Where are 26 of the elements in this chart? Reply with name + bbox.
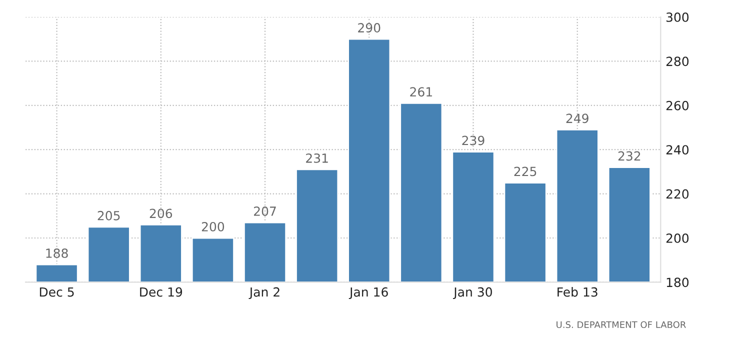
y-tick-label: 260 xyxy=(666,100,689,110)
x-tick-label: Jan 2 xyxy=(248,287,280,300)
data-label: 231 xyxy=(306,153,328,163)
y-tick-label: 180 xyxy=(666,278,689,288)
text: U.S. DEPARTMENT OF LABOR xyxy=(556,321,686,328)
data-label: 225 xyxy=(514,166,536,176)
x-tick-label: Jan 30 xyxy=(453,287,492,300)
data-label: 232 xyxy=(618,151,640,161)
x-tick-label: Dec 19 xyxy=(140,287,182,297)
data-label: 239 xyxy=(462,136,484,146)
y-tick-label: 220 xyxy=(666,189,689,199)
data-label: 205 xyxy=(98,210,120,220)
data-label: 249 xyxy=(566,114,588,124)
x-tick-label: Dec 5 xyxy=(40,287,74,297)
y-tick-label: 200 xyxy=(666,233,689,243)
y-tick-label: 280 xyxy=(666,56,689,66)
data-label: 207 xyxy=(254,206,276,216)
data-label: 290 xyxy=(358,23,380,33)
data-label: 206 xyxy=(150,208,172,218)
y-tick-label: 300 xyxy=(666,12,689,22)
data-label: 261 xyxy=(410,87,432,97)
data-label: 200 xyxy=(202,222,224,232)
data-label: 188 xyxy=(46,248,68,258)
y-tick-label: 240 xyxy=(666,145,689,155)
x-tick-label: Jan 16 xyxy=(348,287,388,300)
x-tick-label: Feb 13 xyxy=(558,287,598,297)
